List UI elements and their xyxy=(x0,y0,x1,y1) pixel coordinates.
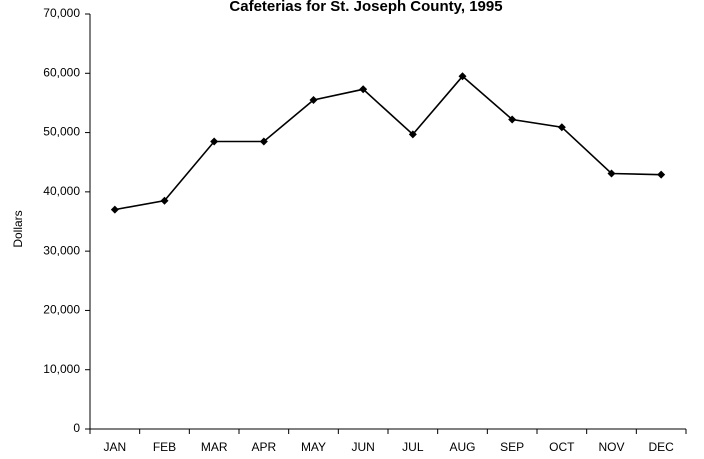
data-point xyxy=(160,196,169,205)
x-tick-label: JUL xyxy=(402,440,424,454)
x-tick-label: JAN xyxy=(103,440,126,454)
x-tick-label: MAY xyxy=(301,440,326,454)
chart-title: Cafeterias for St. Joseph County, 1995 xyxy=(229,0,502,15)
data-point xyxy=(408,130,417,139)
x-tick-label: FEB xyxy=(153,440,176,454)
data-point xyxy=(508,115,517,124)
data-point xyxy=(657,170,666,179)
x-tick-label: APR xyxy=(251,440,276,454)
y-tick-label: 40,000 xyxy=(43,184,80,198)
data-point xyxy=(458,72,467,81)
data-point xyxy=(259,137,268,146)
data-point xyxy=(309,95,318,104)
y-tick-label: 60,000 xyxy=(43,65,80,79)
y-axis-label: Dollars xyxy=(11,210,25,247)
y-tick-label: 50,000 xyxy=(43,125,80,139)
x-tick-label: AUG xyxy=(449,440,475,454)
x-tick-label: SEP xyxy=(500,440,524,454)
x-tick-label: NOV xyxy=(598,440,624,454)
x-tick-label: MAR xyxy=(201,440,228,454)
x-tick-label: OCT xyxy=(549,440,575,454)
y-tick-label: 0 xyxy=(73,421,80,435)
y-ticks: 0 10,000 20,000 30,000 40,000 50,000 60,000 70,… xyxy=(43,6,90,435)
series-line xyxy=(114,75,662,211)
data-point xyxy=(607,169,616,178)
axes xyxy=(89,14,686,430)
series-markers xyxy=(110,72,666,214)
y-tick-label: 30,000 xyxy=(43,243,80,257)
y-tick-label: 20,000 xyxy=(43,303,80,317)
x-tick-label: JUN xyxy=(351,440,374,454)
data-point xyxy=(557,123,566,132)
y-tick-label: 70,000 xyxy=(43,6,80,20)
data-point xyxy=(110,205,119,214)
x-ticks: JAN FEB MAR APR MAY JUN JUL AUG SEP OCT NOV DEC xyxy=(89,429,687,454)
data-point xyxy=(359,85,368,94)
data-point xyxy=(210,137,219,146)
y-tick-label: 10,000 xyxy=(43,362,80,376)
x-tick-label: DEC xyxy=(648,440,674,454)
